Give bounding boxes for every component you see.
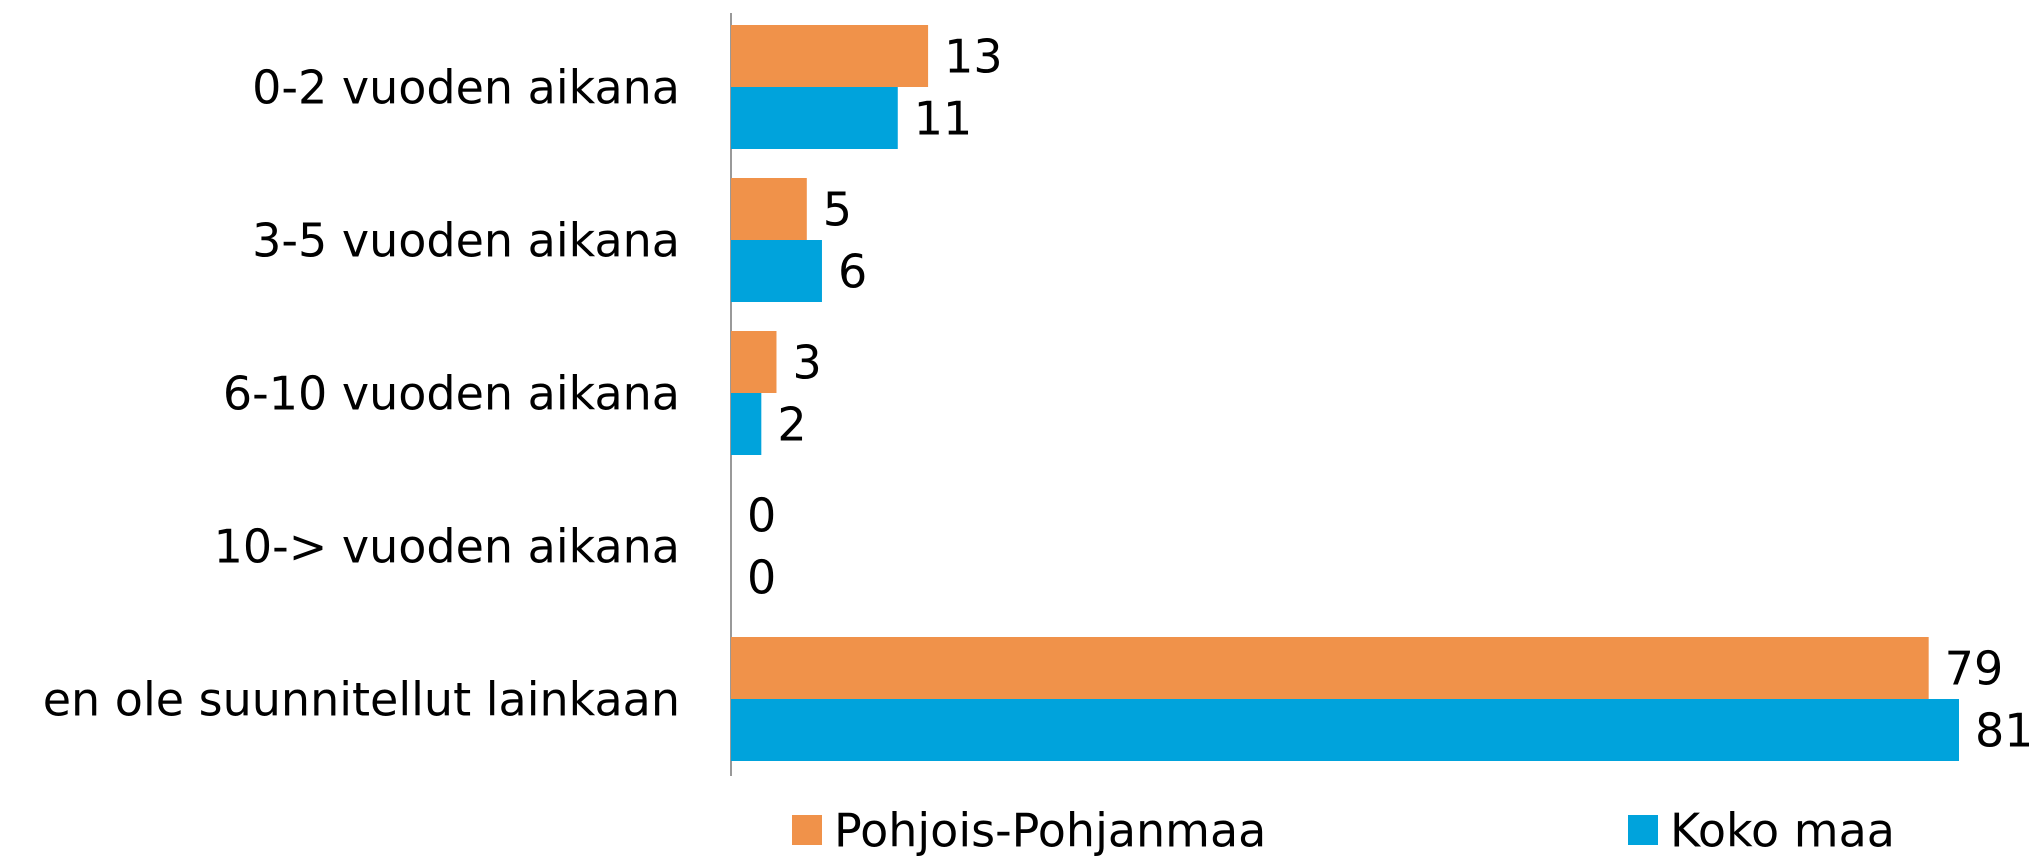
category-label: 6-10 vuoden aikana bbox=[223, 367, 680, 421]
value-label: 13 bbox=[944, 30, 1003, 84]
category-label: 0-2 vuoden aikana bbox=[252, 61, 680, 115]
value-label: 2 bbox=[777, 398, 806, 452]
legend-label: Pohjois-Pohjanmaa bbox=[834, 804, 1266, 858]
bar bbox=[731, 699, 1959, 761]
category-label: en ole suunnitellut lainkaan bbox=[43, 673, 680, 727]
bar bbox=[731, 331, 777, 393]
category-label: 3-5 vuoden aikana bbox=[252, 214, 680, 268]
value-label: 6 bbox=[838, 245, 867, 299]
bar bbox=[731, 240, 822, 302]
category-label: 10-> vuoden aikana bbox=[214, 520, 680, 574]
value-label: 0 bbox=[747, 489, 776, 543]
bar bbox=[731, 87, 898, 149]
bar bbox=[731, 637, 1929, 699]
value-label: 0 bbox=[747, 551, 776, 605]
legend-swatch bbox=[792, 815, 822, 845]
legend-swatch bbox=[1628, 815, 1658, 845]
bar bbox=[731, 25, 929, 87]
bar bbox=[731, 393, 762, 455]
value-label: 79 bbox=[1945, 642, 2004, 696]
value-label: 81 bbox=[1975, 704, 2029, 758]
value-label: 11 bbox=[914, 92, 973, 146]
value-label: 5 bbox=[823, 183, 852, 237]
legend-label: Koko maa bbox=[1670, 804, 1895, 858]
value-label: 3 bbox=[792, 336, 821, 390]
bar bbox=[731, 178, 807, 240]
